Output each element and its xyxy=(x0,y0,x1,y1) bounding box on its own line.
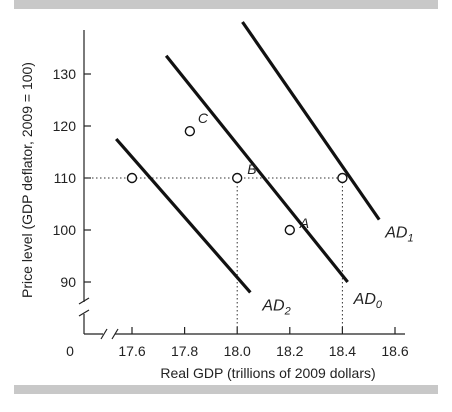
x-tick-label: 17.8 xyxy=(171,343,198,359)
reference-lines xyxy=(84,177,343,334)
origin-label: 0 xyxy=(66,343,74,359)
point-marker xyxy=(231,172,243,184)
curve-label-ad2: AD2 xyxy=(261,297,290,317)
x-tick-label: 18.6 xyxy=(381,343,408,359)
top-rule xyxy=(14,0,438,9)
points xyxy=(126,125,348,236)
x-axis-break xyxy=(100,328,108,340)
curve-label-ad1: AD1 xyxy=(384,225,413,245)
y-tick-label: 100 xyxy=(53,222,77,238)
point-marker xyxy=(337,172,348,184)
y-tick-label: 110 xyxy=(54,170,77,186)
y-axis-break xyxy=(78,309,90,317)
point-label-b: B xyxy=(247,161,256,177)
point-label-a: A xyxy=(299,215,309,231)
bottom-rule xyxy=(14,385,438,394)
y-axis-title: Price level (GDP deflator, 2009 = 100) xyxy=(19,62,35,298)
x-tick-label: 18.2 xyxy=(276,343,303,359)
y-tick-label: 90 xyxy=(60,274,76,290)
y-tick-label: 120 xyxy=(53,118,77,134)
x-tick-label: 18.0 xyxy=(224,343,251,359)
curve-ad0 xyxy=(164,54,349,284)
x-tick-label: 17.6 xyxy=(118,343,145,359)
curve-label-subscript: 0 xyxy=(376,299,383,311)
curve-label-subscript: 2 xyxy=(284,305,291,317)
curve-ad2 xyxy=(115,137,252,294)
curve-label-subscript: 1 xyxy=(407,233,413,245)
y-tick-label: 130 xyxy=(53,66,77,82)
labels: AD2 AD0 AD1 C B A xyxy=(198,110,414,317)
point-label-c: C xyxy=(198,110,209,126)
point-marker xyxy=(126,172,138,184)
y-axis-break xyxy=(78,297,90,305)
point-marker xyxy=(184,125,196,137)
axes: 90 100 110 120 130 17.6 17.8 18.0 18.2 18.4 18.6 0 R… xyxy=(19,30,409,381)
x-axis-title: Real GDP (trillions of 2009 dollars) xyxy=(160,365,375,381)
demand-curves xyxy=(115,21,381,294)
x-tick-label: 18.4 xyxy=(329,343,356,359)
curve-label-ad0: AD0 xyxy=(353,291,383,311)
x-axis-break xyxy=(111,328,119,340)
point-marker xyxy=(284,224,295,236)
curve-ad1 xyxy=(241,21,381,221)
